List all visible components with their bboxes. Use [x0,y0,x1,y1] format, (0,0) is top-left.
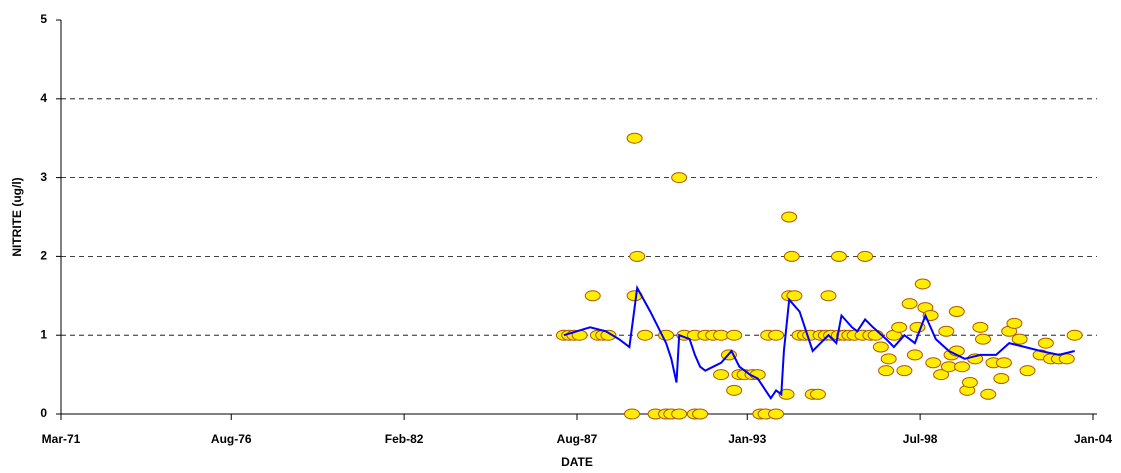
trend-line [563,284,1075,400]
x-tick-label: Feb-82 [385,432,424,446]
data-point [938,325,955,337]
data-point [891,321,908,333]
data-point [872,341,889,353]
data-point [600,329,617,341]
data-point [786,290,803,302]
data-point [768,408,785,420]
y-tick-label: 5 [40,12,47,26]
data-point [726,384,743,396]
data-point [671,408,688,420]
data-point [781,211,798,223]
data-point [961,376,978,388]
data-point [830,250,847,262]
data-point [925,357,942,369]
data-point [1006,317,1023,329]
data-point [624,408,641,420]
data-point [914,278,931,290]
y-tick-label: 3 [40,170,47,184]
y-axis-label: NITRITE (ug/l) [10,177,24,256]
data-point [778,388,795,400]
data-point [692,408,709,420]
data-point [857,250,874,262]
data-point [1037,337,1054,349]
x-tick-label: Aug-76 [211,432,252,446]
data-point [995,357,1012,369]
data-point [1011,333,1028,345]
data-point [948,306,965,318]
x-tick-label: Aug-87 [557,432,598,446]
data-point [629,250,646,262]
data-point [809,388,826,400]
y-tick-label: 1 [40,327,47,341]
data-point [933,369,950,381]
data-point [768,329,785,341]
data-point [584,290,601,302]
y-tick-label: 0 [40,406,47,420]
x-tick-label: Mar-71 [42,432,81,446]
data-point [1019,365,1036,377]
data-point [878,365,895,377]
x-tick-label: Jul-98 [903,432,938,446]
data-point [993,373,1010,385]
data-point [906,349,923,361]
x-tick-label: Jan-04 [1074,432,1112,446]
data-point [896,365,913,377]
data-point [901,298,918,310]
data-point [637,329,654,341]
x-tick-label: Jan-93 [728,432,766,446]
data-point [626,132,643,144]
data-point [974,333,991,345]
y-tick-label: 4 [40,91,47,105]
data-point [1058,353,1075,365]
data-point [671,172,688,184]
y-tick-label: 2 [40,249,47,263]
data-point [726,329,743,341]
x-axis-label: DATE [561,455,593,469]
data-point [713,369,730,381]
data-point [972,321,989,333]
data-point [980,388,997,400]
data-point [954,361,971,373]
data-point [1066,329,1083,341]
data-point [783,250,800,262]
data-point [880,353,897,365]
data-point [820,290,837,302]
